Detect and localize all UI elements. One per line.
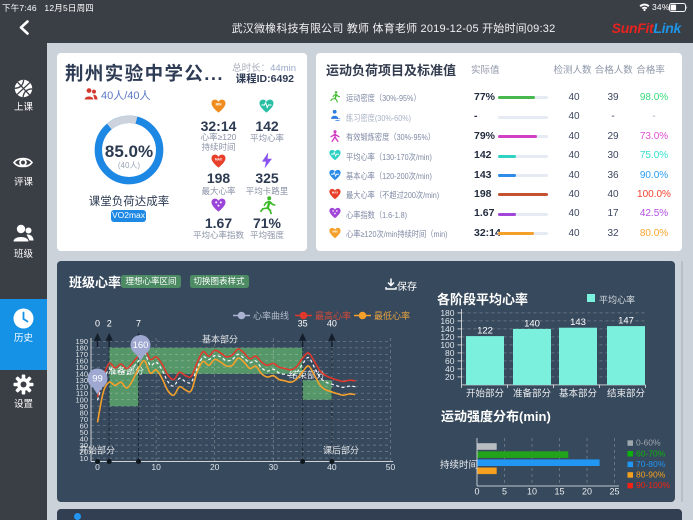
svg-text:143: 143 — [570, 317, 586, 328]
svg-text:MIN: MIN — [216, 102, 223, 106]
svg-text:最低心率: 最低心率 — [374, 310, 410, 321]
svg-text:60-70%: 60-70% — [636, 448, 666, 458]
svg-text:190: 190 — [75, 337, 88, 346]
svg-text:160: 160 — [440, 316, 454, 326]
svg-text:100: 100 — [440, 340, 454, 350]
svg-text:30: 30 — [80, 441, 88, 450]
svg-text:MAX: MAX — [332, 190, 338, 194]
svg-text:20: 20 — [445, 372, 455, 382]
svg-text:160: 160 — [133, 340, 149, 351]
svg-text:0: 0 — [95, 319, 100, 329]
svg-text:60: 60 — [445, 356, 455, 366]
svg-text:20: 20 — [210, 462, 220, 472]
svg-text:70: 70 — [80, 415, 88, 424]
svg-text:60: 60 — [80, 421, 88, 430]
svg-text:150: 150 — [75, 363, 88, 372]
svg-text:110: 110 — [76, 389, 88, 398]
svg-text:0: 0 — [95, 462, 100, 472]
svg-text:开始部分: 开始部分 — [79, 445, 115, 456]
svg-text:130: 130 — [75, 376, 88, 385]
svg-text:70-80%: 70-80% — [636, 459, 666, 469]
svg-text:10: 10 — [151, 462, 161, 472]
svg-text:147: 147 — [618, 316, 634, 327]
svg-text:100: 100 — [75, 395, 88, 404]
svg-text:结束部分: 结束部分 — [289, 369, 325, 380]
svg-text:MIN: MIN — [332, 229, 337, 233]
svg-text:基本部分: 基本部分 — [202, 334, 238, 345]
svg-text:5: 5 — [502, 487, 507, 497]
svg-text:7: 7 — [136, 319, 141, 329]
svg-text:120: 120 — [75, 382, 88, 391]
svg-text:15: 15 — [554, 487, 564, 497]
svg-text:80: 80 — [80, 408, 88, 417]
svg-text:160: 160 — [75, 357, 88, 366]
svg-text:40: 40 — [327, 319, 337, 329]
svg-text:准备部分: 准备部分 — [108, 365, 144, 376]
svg-text:30: 30 — [269, 462, 279, 472]
svg-text:50: 50 — [386, 462, 396, 472]
svg-text:180: 180 — [75, 344, 88, 353]
svg-text:开始部分: 开始部分 — [466, 388, 505, 400]
svg-text:20: 20 — [582, 487, 592, 497]
svg-text:120: 120 — [440, 332, 454, 342]
svg-text:99: 99 — [92, 374, 103, 385]
svg-text:35: 35 — [298, 319, 308, 329]
svg-text:140: 140 — [524, 318, 540, 329]
svg-text:180: 180 — [440, 308, 454, 318]
svg-text:0: 0 — [474, 487, 479, 497]
svg-text:结束部分: 结束部分 — [607, 388, 646, 400]
svg-text:MAX: MAX — [215, 157, 223, 161]
svg-text:20: 20 — [80, 447, 88, 456]
svg-text:40: 40 — [80, 434, 88, 443]
svg-text:40: 40 — [327, 462, 337, 472]
svg-text:140: 140 — [75, 369, 88, 378]
svg-text:10: 10 — [80, 454, 88, 463]
svg-text:最高心率: 最高心率 — [315, 310, 351, 321]
svg-text:90: 90 — [80, 402, 88, 411]
svg-text:140: 140 — [440, 324, 454, 334]
svg-text:2: 2 — [107, 319, 112, 329]
svg-text:0-60%: 0-60% — [636, 438, 661, 448]
svg-text:基本部分: 基本部分 — [559, 388, 598, 400]
svg-text:170: 170 — [75, 350, 88, 359]
svg-text:心率曲线: 心率曲线 — [253, 310, 289, 321]
svg-text:25: 25 — [609, 487, 619, 497]
svg-text:课后部分: 课后部分 — [323, 445, 359, 456]
svg-text:10: 10 — [527, 487, 537, 497]
svg-text:122: 122 — [477, 326, 493, 337]
svg-text:80: 80 — [445, 348, 455, 358]
svg-text:50: 50 — [80, 428, 88, 437]
svg-text:80-90%: 80-90% — [636, 470, 666, 480]
svg-text:40: 40 — [445, 364, 455, 374]
svg-text:准备部分: 准备部分 — [513, 388, 552, 400]
svg-text:90-100%: 90-100% — [636, 480, 670, 490]
